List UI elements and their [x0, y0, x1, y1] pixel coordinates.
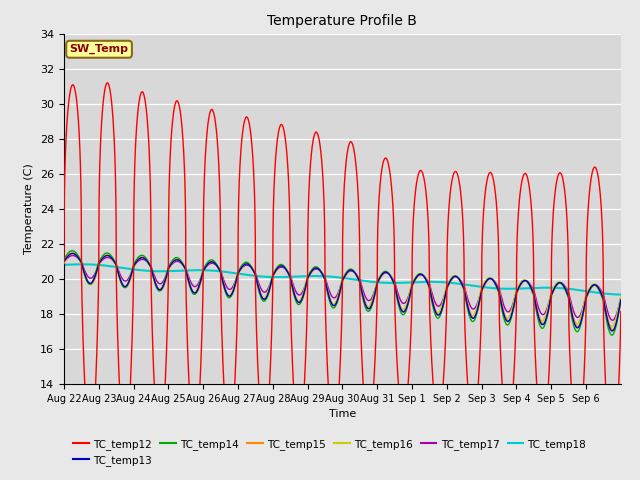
Title: Temperature Profile B: Temperature Profile B	[268, 14, 417, 28]
Y-axis label: Temperature (C): Temperature (C)	[24, 163, 35, 254]
X-axis label: Time: Time	[329, 409, 356, 419]
Text: SW_Temp: SW_Temp	[70, 44, 129, 54]
Legend: TC_temp12, TC_temp13, TC_temp14, TC_temp15, TC_temp16, TC_temp17, TC_temp18: TC_temp12, TC_temp13, TC_temp14, TC_temp…	[69, 435, 591, 470]
